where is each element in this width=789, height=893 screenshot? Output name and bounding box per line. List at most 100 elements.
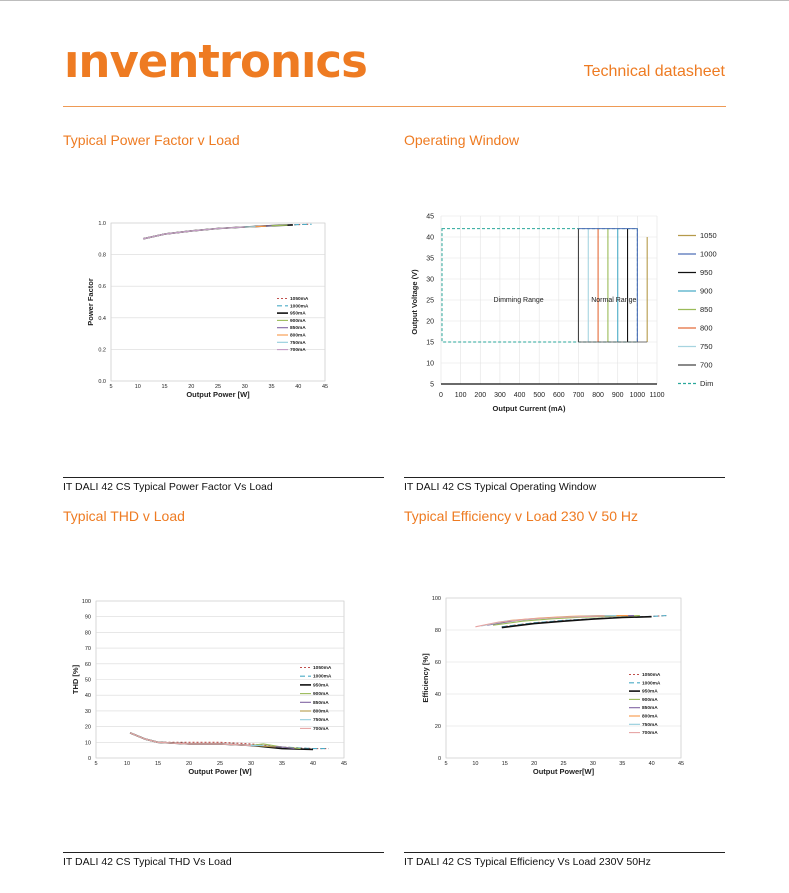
caption-power-factor: IT DALI 42 CS Typical Power Factor Vs Lo…	[63, 481, 273, 493]
y-tick-label: 0.2	[98, 347, 106, 353]
top-border	[0, 0, 789, 1]
y-tick-label: 70	[85, 646, 91, 652]
section-title-power-factor: Typical Power Factor v Load	[63, 132, 240, 148]
y-tick-label: 20	[435, 724, 441, 730]
x-tick-label: 10	[124, 761, 130, 767]
company-logo: ınventronıcs	[64, 35, 368, 88]
caption-operating-window: IT DALI 42 CS Typical Operating Window	[404, 481, 597, 493]
caption-divider-eff	[404, 852, 725, 853]
x-tick-label: 700	[573, 392, 585, 399]
legend-label-1000: 1000	[700, 250, 717, 259]
x-tick-label: 400	[514, 392, 526, 399]
y-tick-label: 0.6	[98, 284, 106, 290]
caption-efficiency: IT DALI 42 CS Typical Efficiency Vs Load…	[404, 856, 651, 868]
x-tick-label: 500	[533, 392, 545, 399]
y-tick-label: 20	[426, 319, 434, 326]
legend-label-1050mA: 1050mA	[642, 672, 661, 678]
x-tick-label: 10	[135, 384, 141, 390]
x-tick-label: 900	[612, 392, 624, 399]
x-tick-label: 45	[678, 761, 684, 767]
y-tick-label: 0.8	[98, 253, 106, 259]
y-tick-label: 0	[88, 756, 91, 762]
y-tick-label: 30	[426, 277, 434, 284]
x-axis-label: Output Power [W]	[186, 390, 250, 399]
x-tick-label: 20	[188, 384, 194, 390]
x-tick-label: 15	[502, 761, 508, 767]
legend-label-900mA: 900mA	[642, 697, 658, 703]
x-tick-label: 40	[649, 761, 655, 767]
x-tick-label: 40	[295, 384, 301, 390]
legend-label-700mA: 700mA	[313, 726, 329, 732]
x-tick-label: 300	[494, 392, 506, 399]
section-title-efficiency: Typical Efficiency v Load 230 V 50 Hz	[404, 508, 638, 524]
y-tick-label: 5	[430, 382, 434, 389]
y-tick-label: 0	[438, 756, 441, 762]
document-type: Technical datasheet	[583, 63, 725, 80]
legend-label-950mA: 950mA	[290, 311, 306, 317]
legend-label-900mA: 900mA	[313, 691, 329, 697]
y-tick-label: 60	[435, 660, 441, 666]
x-tick-label: 45	[341, 761, 347, 767]
y-tick-label: 40	[435, 692, 441, 698]
annotation-dimming-range: Dimming Range	[493, 297, 543, 304]
legend-label-750: 750	[700, 342, 713, 351]
x-axis-label: Output Current (mA)	[493, 404, 566, 413]
legend-label-1000mA: 1000mA	[642, 680, 661, 686]
y-tick-label: 40	[426, 235, 434, 242]
legend-label-750mA: 750mA	[313, 717, 329, 723]
series-line-950mA	[501, 615, 652, 629]
x-tick-label: 45	[322, 384, 328, 390]
x-tick-label: 200	[474, 392, 486, 399]
y-tick-label: 90	[85, 615, 91, 621]
y-axis-label: THD [%]	[71, 664, 80, 694]
caption-divider-thd	[63, 852, 384, 853]
y-tick-label: 10	[426, 361, 434, 368]
x-tick-label: 25	[560, 761, 566, 767]
y-tick-label: 20	[85, 725, 91, 731]
x-tick-label: 40	[310, 761, 316, 767]
legend-label-700mA: 700mA	[290, 347, 306, 353]
y-tick-label: 15	[426, 340, 434, 347]
caption-thd: IT DALI 42 CS Typical THD Vs Load	[63, 856, 232, 868]
x-tick-label: 35	[619, 761, 625, 767]
x-tick-label: 15	[161, 384, 167, 390]
x-tick-label: 35	[268, 384, 274, 390]
y-tick-label: 0.4	[98, 316, 106, 322]
legend-label-950: 950	[700, 268, 713, 277]
x-tick-label: 100	[455, 392, 467, 399]
x-tick-label: 5	[444, 761, 447, 767]
legend-label-800: 800	[700, 324, 713, 333]
legend-label-800mA: 800mA	[290, 333, 306, 339]
series-line-700mA	[475, 615, 605, 628]
legend-label-900: 900	[700, 287, 713, 296]
x-tick-label: 15	[155, 761, 161, 767]
legend-label-700mA: 700mA	[642, 730, 658, 736]
x-tick-label: 0	[439, 392, 443, 399]
caption-divider-pf	[63, 477, 384, 478]
legend-label-850mA: 850mA	[290, 325, 306, 331]
x-tick-label: 1000	[630, 392, 646, 399]
header-divider	[63, 106, 726, 107]
series-line-700mA	[142, 226, 245, 240]
legend-label-900mA: 900mA	[290, 318, 306, 324]
y-tick-label: 25	[426, 298, 434, 305]
legend-label-850mA: 850mA	[642, 705, 658, 711]
section-title-operating-window: Operating Window	[404, 132, 520, 148]
legend-label-750mA: 750mA	[290, 340, 306, 346]
y-tick-label: 100	[82, 599, 91, 605]
legend-label-1000mA: 1000mA	[313, 674, 332, 680]
legend-label-1000mA: 1000mA	[290, 303, 309, 309]
legend-label-800mA: 800mA	[313, 709, 329, 715]
legend-label-1050mA: 1050mA	[313, 665, 332, 671]
legend-label-700: 700	[700, 361, 713, 370]
x-tick-label: 600	[553, 392, 565, 399]
y-tick-label: 80	[85, 630, 91, 636]
x-tick-label: 20	[186, 761, 192, 767]
y-tick-label: 50	[85, 678, 91, 684]
x-tick-label: 20	[531, 761, 537, 767]
y-tick-label: 1.0	[98, 221, 106, 227]
legend-label-750mA: 750mA	[642, 722, 658, 728]
